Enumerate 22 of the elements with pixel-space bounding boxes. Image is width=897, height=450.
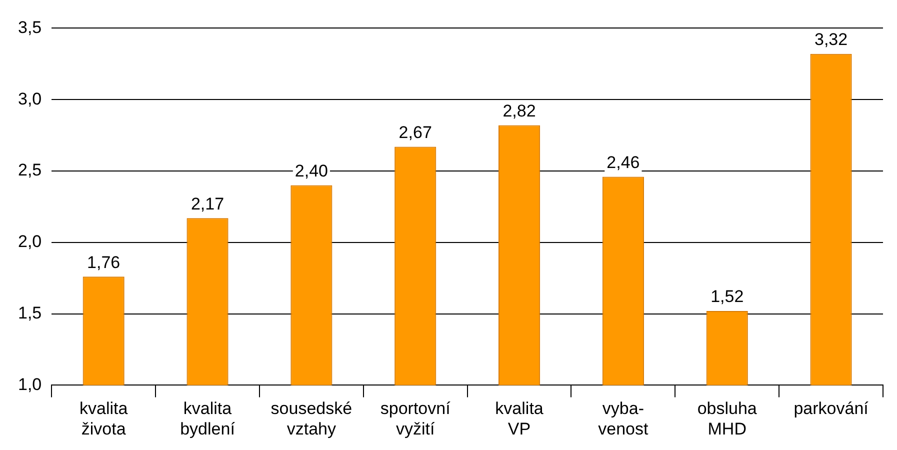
y-tick-label: 1,0 (18, 374, 42, 394)
y-tick-label: 1,5 (18, 303, 42, 322)
x-tick-label: kvalita VP (495, 399, 544, 438)
x-tick-label: parkování (794, 399, 869, 418)
data-label: 1,76 (87, 252, 120, 272)
data-label: 2,40 (294, 161, 328, 180)
x-tick-label: kvalita života (80, 399, 128, 438)
y-tick-label: 2,0 (18, 232, 42, 252)
data-label: 3,32 (814, 30, 848, 50)
y-tick-label: 2,5 (18, 160, 42, 180)
x-tick-label: kvalita bydlení (180, 399, 236, 438)
x-tick-label: obsluha MHD (697, 399, 758, 438)
x-tick-label: sousedské vztahy (270, 399, 352, 438)
data-label: 2,17 (190, 194, 224, 214)
x-tick-label: sportovní vyžití (380, 399, 451, 438)
x-tick-label: vyba- venost (598, 399, 649, 438)
data-label: 2,82 (502, 101, 536, 120)
y-tick-label: 3,5 (18, 18, 42, 37)
data-label: 2,67 (398, 122, 432, 142)
data-label: 2,46 (606, 152, 640, 172)
data-label: 1,52 (710, 287, 744, 306)
y-tick-label: 3,0 (18, 89, 42, 108)
